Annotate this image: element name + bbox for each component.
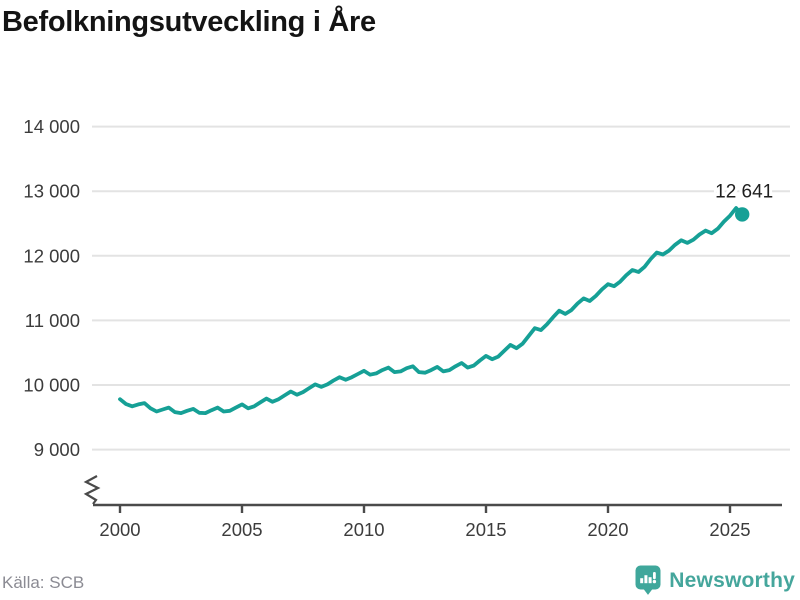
y-tick-label: 9 000 [34,439,80,460]
x-tick-label: 2015 [465,519,506,540]
axis-break-icon [83,475,101,505]
x-tick-label: 2025 [709,519,750,540]
x-tick-label: 2010 [343,519,384,540]
newsworthy-logo-link[interactable]: Newsworthy [635,565,795,596]
y-tick-label: 11 000 [25,310,80,331]
x-tick-label: 2005 [221,519,262,540]
x-tick-label: 2000 [99,519,140,540]
y-tick-label: 14 000 [23,116,80,137]
population-line [118,206,745,416]
newsworthy-logo-icon [635,565,661,595]
source-label: Källa: SCB [2,573,85,592]
chart-title: Befolkningsutveckling i Åre [2,6,376,38]
latest-point-dot [735,207,750,222]
latest-value-label: 12 641 [715,181,773,202]
y-tick-label: 13 000 [23,181,80,202]
y-tick-label: 12 000 [23,245,80,266]
y-tick-label: 10 000 [23,375,80,396]
newsworthy-logo-text: Newsworthy [669,568,795,592]
x-tick-label: 2020 [587,519,628,540]
